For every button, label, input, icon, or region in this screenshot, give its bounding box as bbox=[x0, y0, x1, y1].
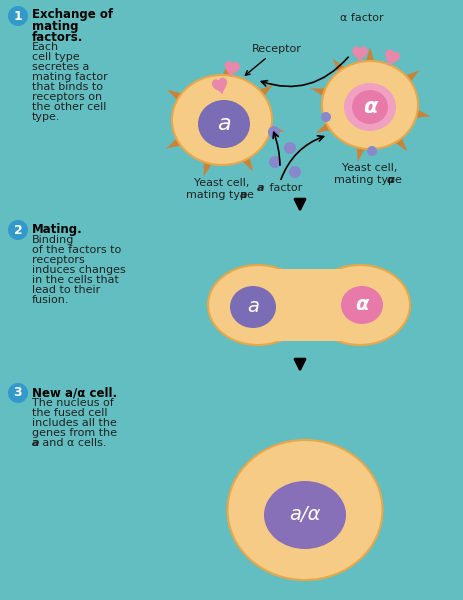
Text: α: α bbox=[362, 97, 376, 117]
Circle shape bbox=[320, 112, 330, 122]
Polygon shape bbox=[389, 131, 407, 151]
Ellipse shape bbox=[321, 61, 417, 149]
Text: in the cells that: in the cells that bbox=[32, 275, 119, 285]
Text: New a/α cell.: New a/α cell. bbox=[32, 386, 117, 399]
Text: α: α bbox=[386, 175, 394, 185]
Text: a/α: a/α bbox=[288, 505, 320, 524]
Text: a: a bbox=[217, 114, 230, 134]
Polygon shape bbox=[167, 89, 188, 106]
Text: secretes a: secretes a bbox=[32, 62, 89, 72]
Text: that binds to: that binds to bbox=[32, 82, 103, 92]
Text: type.: type. bbox=[32, 112, 60, 122]
Text: Mating.: Mating. bbox=[32, 223, 82, 236]
Polygon shape bbox=[237, 151, 252, 172]
Polygon shape bbox=[225, 61, 239, 76]
Polygon shape bbox=[262, 122, 284, 133]
Circle shape bbox=[268, 126, 279, 138]
Circle shape bbox=[269, 156, 281, 168]
Circle shape bbox=[366, 146, 376, 156]
Text: Receptor: Receptor bbox=[245, 44, 301, 75]
Polygon shape bbox=[355, 140, 367, 162]
Ellipse shape bbox=[309, 265, 409, 345]
Text: Binding: Binding bbox=[32, 235, 74, 245]
Polygon shape bbox=[252, 85, 273, 102]
Polygon shape bbox=[385, 50, 399, 65]
Polygon shape bbox=[408, 106, 430, 118]
Text: the fused cell: the fused cell bbox=[32, 408, 107, 418]
Text: a: a bbox=[32, 438, 39, 448]
FancyBboxPatch shape bbox=[269, 269, 345, 341]
Text: of the factors to: of the factors to bbox=[32, 245, 121, 255]
Text: a: a bbox=[256, 183, 263, 193]
Text: Yeast cell,: Yeast cell, bbox=[194, 178, 249, 188]
Text: fusion.: fusion. bbox=[32, 295, 69, 305]
Polygon shape bbox=[310, 88, 332, 100]
Circle shape bbox=[8, 6, 28, 26]
Circle shape bbox=[8, 383, 28, 403]
Ellipse shape bbox=[198, 100, 250, 148]
Polygon shape bbox=[315, 118, 337, 133]
Text: Each: Each bbox=[32, 42, 59, 52]
Polygon shape bbox=[363, 47, 375, 68]
Ellipse shape bbox=[263, 481, 345, 549]
Text: cell type: cell type bbox=[32, 52, 80, 62]
Text: factors.: factors. bbox=[32, 31, 83, 44]
Text: factor: factor bbox=[265, 183, 301, 193]
Polygon shape bbox=[203, 155, 215, 176]
Circle shape bbox=[288, 166, 300, 178]
Circle shape bbox=[8, 220, 28, 240]
Text: α factor: α factor bbox=[339, 13, 383, 23]
Ellipse shape bbox=[343, 83, 395, 131]
Text: a: a bbox=[239, 190, 247, 200]
Circle shape bbox=[283, 142, 295, 154]
Ellipse shape bbox=[340, 286, 382, 324]
Text: α: α bbox=[355, 295, 368, 314]
Text: mating type: mating type bbox=[186, 190, 257, 200]
Text: Yeast cell,: Yeast cell, bbox=[342, 163, 397, 173]
Polygon shape bbox=[220, 61, 232, 83]
Text: receptors: receptors bbox=[32, 255, 85, 265]
Text: the other cell: the other cell bbox=[32, 102, 106, 112]
Polygon shape bbox=[398, 70, 419, 88]
Text: mating type: mating type bbox=[334, 175, 405, 185]
Text: The nucleus of: The nucleus of bbox=[32, 398, 113, 408]
Polygon shape bbox=[332, 59, 350, 79]
Ellipse shape bbox=[172, 75, 271, 165]
Text: lead to their: lead to their bbox=[32, 285, 100, 295]
Ellipse shape bbox=[351, 90, 387, 124]
Text: Exchange of: Exchange of bbox=[32, 8, 113, 21]
Text: 2: 2 bbox=[13, 223, 22, 236]
Text: genes from the: genes from the bbox=[32, 428, 117, 438]
Text: a and α cells.: a and α cells. bbox=[32, 438, 106, 448]
Text: includes all the: includes all the bbox=[32, 418, 117, 428]
Text: a: a bbox=[246, 298, 258, 317]
Text: mating: mating bbox=[32, 20, 78, 33]
Polygon shape bbox=[166, 133, 188, 149]
Polygon shape bbox=[212, 78, 226, 93]
Ellipse shape bbox=[227, 440, 382, 580]
Ellipse shape bbox=[230, 286, 275, 328]
Text: 3: 3 bbox=[13, 386, 22, 400]
Polygon shape bbox=[352, 47, 366, 61]
Ellipse shape bbox=[207, 265, 307, 345]
Text: induces changes: induces changes bbox=[32, 265, 125, 275]
Text: receptors on: receptors on bbox=[32, 92, 102, 102]
Text: 1: 1 bbox=[13, 10, 22, 22]
Text: mating factor: mating factor bbox=[32, 72, 107, 82]
